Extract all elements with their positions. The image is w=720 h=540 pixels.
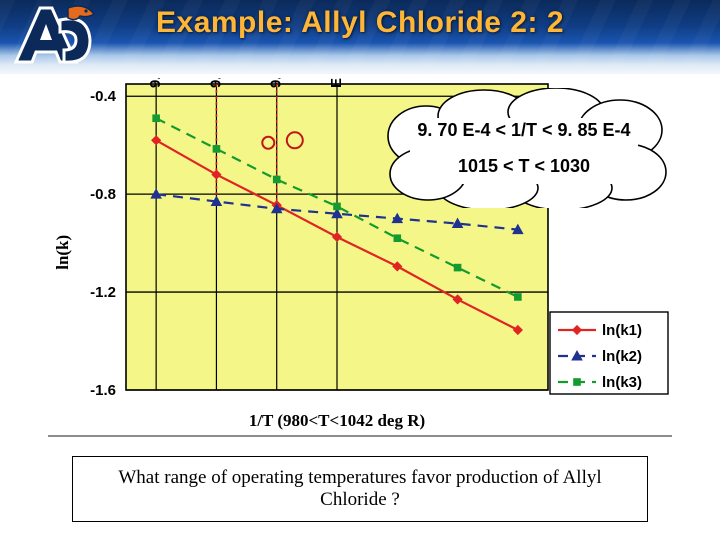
svg-text:E-04: E-04 <box>328 78 345 88</box>
page-title: Example: Allyl Chloride 2: 2 <box>0 6 720 40</box>
svg-text:9. 60 E-04: 9. 60 E-04 <box>147 78 164 88</box>
question-box: What range of operating temperatures fav… <box>72 456 648 522</box>
svg-text:ln(k3): ln(k3) <box>602 374 642 391</box>
header-banner: Example: Allyl Chloride 2: 2 <box>0 0 720 74</box>
svg-text:-1.2: -1.2 <box>90 284 116 301</box>
svg-text:-1.6: -1.6 <box>90 382 116 399</box>
svg-text:-0.8: -0.8 <box>90 186 116 203</box>
svg-text:ln(k1): ln(k1) <box>602 322 642 339</box>
annotation-line1: 9. 70 E-4 < 1/T < 9. 85 E-4 <box>376 119 672 142</box>
svg-text:ln(k2): ln(k2) <box>602 348 642 365</box>
annotation-cloud: 9. 70 E-4 < 1/T < 9. 85 E-4 1015 < T < 1… <box>376 88 672 208</box>
svg-text:ln(k): ln(k) <box>53 235 72 270</box>
annotation-line2: 1015 < T < 1030 <box>376 155 672 178</box>
svg-text:1/T (980<T<1042 deg R): 1/T (980<T<1042 deg R) <box>249 411 425 430</box>
svg-text:-0.4: -0.4 <box>90 88 117 105</box>
